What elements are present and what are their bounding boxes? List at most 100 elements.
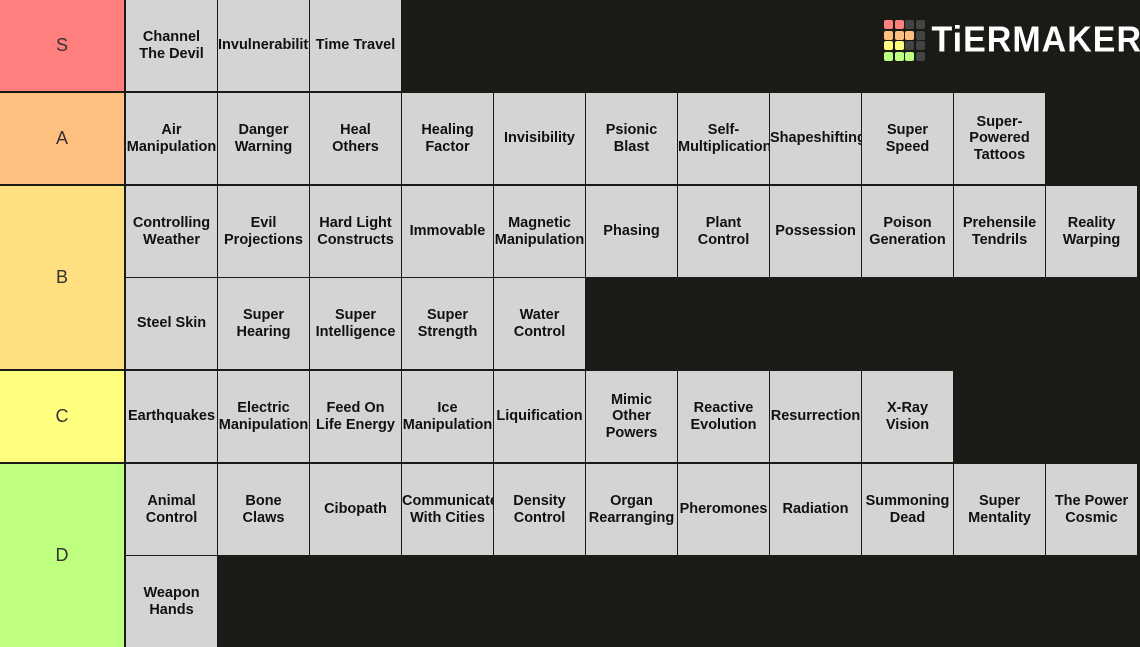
item-text: Weapon xyxy=(143,585,200,601)
tier-row: A Air Manipulation Danger Warning Heal Others H… xyxy=(0,93,1140,184)
tier-item: Mimic Other Powers xyxy=(586,371,677,462)
item-text: Control xyxy=(145,509,198,526)
tier-item: Poison Generation xyxy=(862,186,953,277)
tier-item: Plant Control xyxy=(678,186,769,277)
item-text: Super xyxy=(242,307,285,323)
item-text: Immovable xyxy=(409,223,486,240)
tier-item: Controlling Weather xyxy=(126,186,217,277)
tier-item: Psionic Blast xyxy=(586,93,677,184)
item-text: Liquification xyxy=(496,408,583,425)
tier-item: Magnetic Manipulation xyxy=(494,186,585,277)
item-text: Heal xyxy=(340,122,371,138)
item-text: Controlling xyxy=(132,215,211,231)
item-text: Other xyxy=(612,408,651,425)
tier-item: Summoning Dead xyxy=(862,464,953,555)
item-text: Control xyxy=(513,509,566,526)
tier-item: Earthquakes xyxy=(126,371,217,462)
item-text: Factor xyxy=(425,138,470,155)
item-text: With Cities xyxy=(410,509,485,526)
item-text: Tattoos xyxy=(973,146,1026,163)
tier-item: Immovable xyxy=(402,186,493,277)
item-text: Healing xyxy=(421,122,474,138)
item-text: Pheromones xyxy=(679,501,768,518)
item-text: Warning xyxy=(234,138,293,155)
logo: TiERMAKER xyxy=(884,20,1140,61)
item-text: Feed On xyxy=(326,400,385,416)
item-text: Channel xyxy=(142,29,201,45)
item-text: Super xyxy=(334,307,377,323)
item-text: Communicate xyxy=(402,493,493,509)
tier-item: Prehensile Tendrils xyxy=(954,186,1045,277)
tier-item: Communicate With Cities xyxy=(402,464,493,555)
item-text: Mentality xyxy=(968,509,1031,526)
logo-grid xyxy=(884,20,925,61)
item-text: Psionic xyxy=(605,122,658,138)
tier-label: A xyxy=(0,93,124,184)
tier-item: Bone Claws xyxy=(218,464,309,555)
item-text: Magnetic xyxy=(508,215,571,231)
item-text: Shapeshifting xyxy=(770,130,861,147)
tier-item: Air Manipulation xyxy=(126,93,217,184)
item-text: Density xyxy=(513,493,566,509)
item-text: Claws xyxy=(242,509,285,526)
item-text: Phasing xyxy=(603,223,660,240)
tier-item: Radiation xyxy=(770,464,861,555)
tier-item: Self- Multiplication xyxy=(678,93,769,184)
tier-item: Channel The Devil xyxy=(126,0,217,91)
tier-label: B xyxy=(0,186,124,369)
tier-item: Resurrection xyxy=(770,371,861,462)
item-text: Speed xyxy=(885,138,930,155)
item-text: Radiation xyxy=(782,501,849,518)
item-text: Hearing xyxy=(236,323,291,340)
item-text: Others xyxy=(332,138,379,155)
item-text: Organ xyxy=(610,493,653,509)
tier-item: Super Strength xyxy=(402,278,493,369)
item-text: Cibopath xyxy=(324,501,387,518)
item-text: Super xyxy=(426,307,469,323)
item-text: Prehensile xyxy=(962,215,1037,231)
tier-row: B Controlling Weather Evil Projections Hard L… xyxy=(0,186,1140,369)
tier-label: C xyxy=(0,371,124,462)
item-text: Blast xyxy=(613,138,650,155)
item-text: Invulnerability xyxy=(218,37,309,54)
tier-item: Super Mentality xyxy=(954,464,1045,555)
item-text: Reality xyxy=(1067,215,1116,231)
item-text: Mimic xyxy=(610,391,653,408)
item-text: Water xyxy=(519,307,560,323)
tier-item: Feed On Life Energy xyxy=(310,371,401,462)
item-text: Powered xyxy=(969,130,1030,147)
item-text: Reactive xyxy=(693,400,754,416)
item-text: Projections xyxy=(224,231,303,248)
item-text: Evolution xyxy=(690,416,757,433)
tier-item: Super Intelligence xyxy=(310,278,401,369)
tier-item: Evil Projections xyxy=(218,186,309,277)
item-text: Life Energy xyxy=(316,416,395,433)
item-text: Constructs xyxy=(317,231,394,248)
tier-item: Invisibility xyxy=(494,93,585,184)
tier-item: Super Hearing xyxy=(218,278,309,369)
item-text: X-Ray xyxy=(886,400,929,416)
item-text: Weather xyxy=(143,231,200,248)
item-text: Poison xyxy=(883,215,932,231)
item-text: Electric xyxy=(237,400,290,416)
tier-item: Density Control xyxy=(494,464,585,555)
logo-text: TiERMAKER xyxy=(931,19,1140,60)
tier-item: X-Ray Vision xyxy=(862,371,953,462)
tier-item: Organ Rearranging xyxy=(586,464,677,555)
item-text: Vision xyxy=(885,416,930,433)
item-text: Steel Skin xyxy=(136,315,207,332)
item-text: Rearranging xyxy=(588,509,675,526)
tier-item: Phasing xyxy=(586,186,677,277)
tier-item: Animal Control xyxy=(126,464,217,555)
tier-item: Possession xyxy=(770,186,861,277)
tier-row: S Channel The Devil Invulnerability Time Tra… xyxy=(0,0,1140,91)
item-text: Super- xyxy=(976,113,1023,130)
item-text: Evil xyxy=(250,215,277,231)
item-text: Manipulation xyxy=(126,138,217,155)
item-text: Generation xyxy=(869,231,946,248)
item-text: Control xyxy=(697,231,750,248)
tier-label: D xyxy=(0,464,124,647)
item-text: Air xyxy=(161,122,182,138)
item-text: Animal xyxy=(147,493,196,509)
